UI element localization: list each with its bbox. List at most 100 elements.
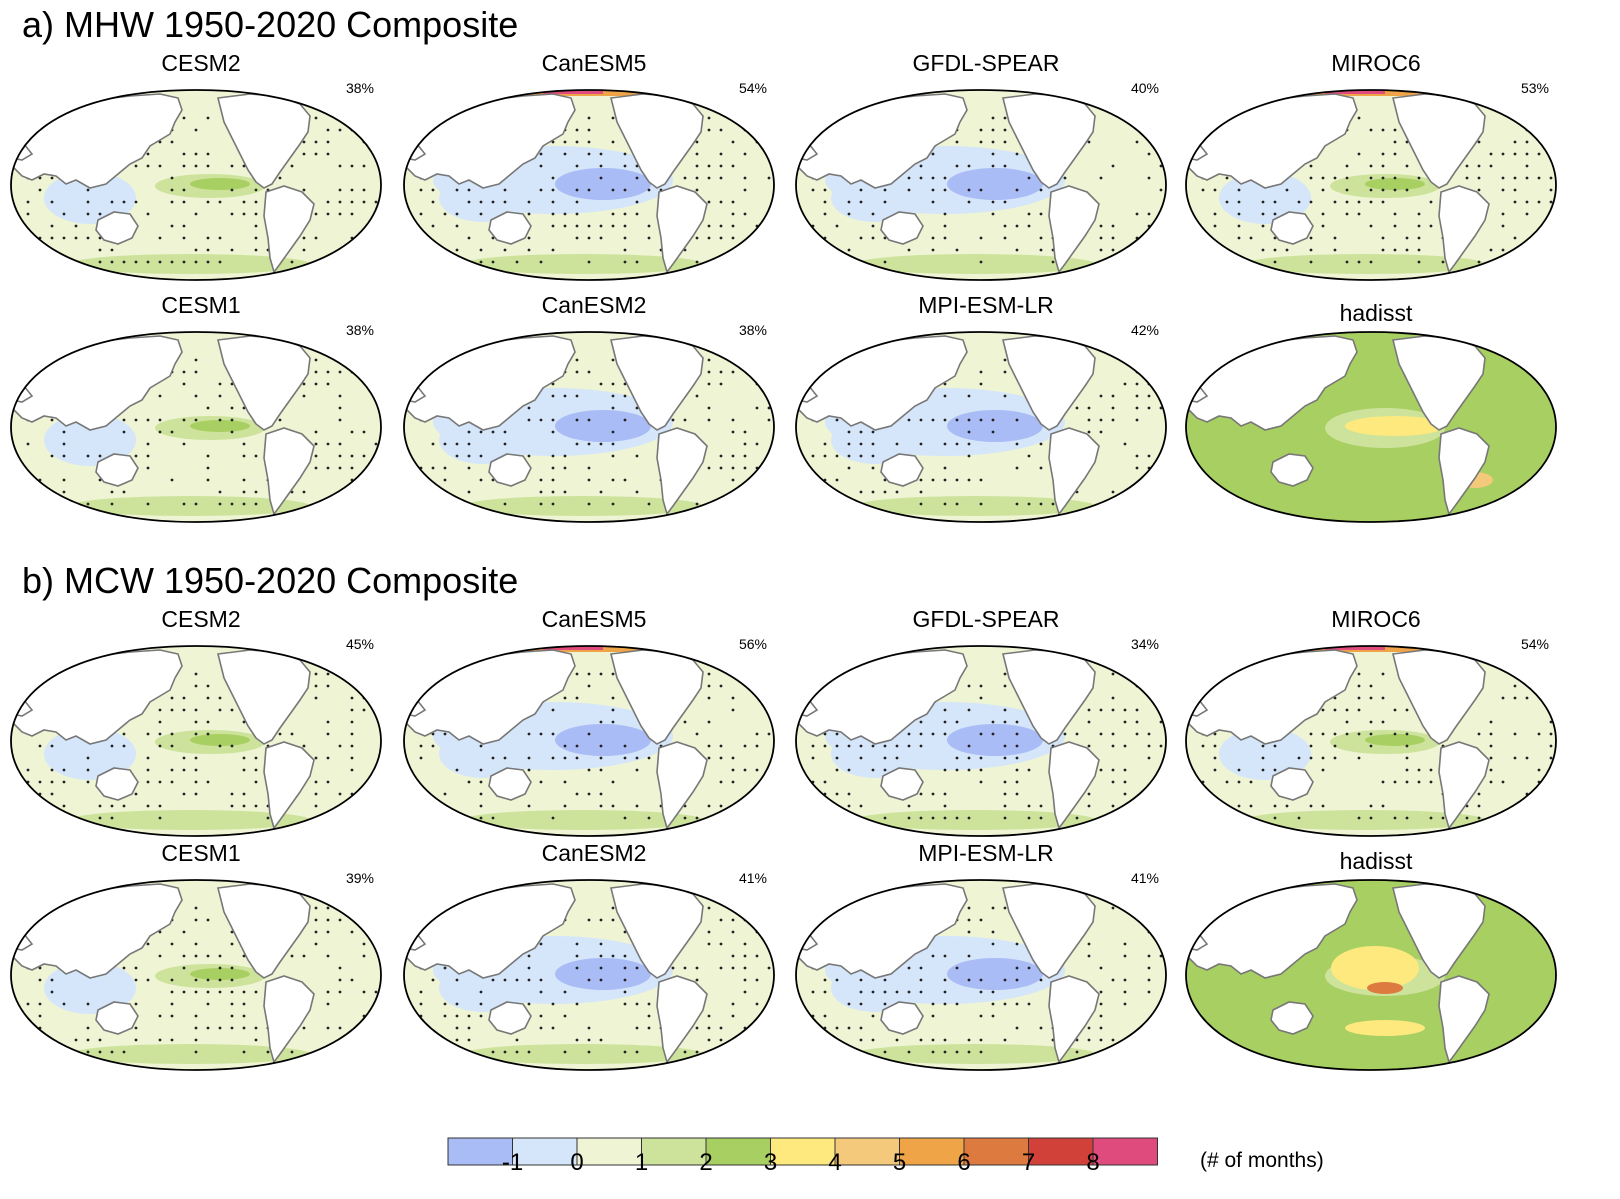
stipple-dot <box>1501 248 1505 252</box>
stipple-dot <box>86 1002 90 1006</box>
stipple-dot <box>527 418 531 422</box>
stipple-dot <box>182 236 186 240</box>
stipple-dot <box>1357 260 1361 264</box>
stipple-dot <box>1537 236 1541 240</box>
stipple-dot <box>122 200 126 204</box>
stipple-dot <box>302 744 306 748</box>
stipple-dot <box>767 966 771 970</box>
stipple-dot <box>731 756 735 760</box>
stipple-dot <box>835 792 839 796</box>
stipple-dot <box>290 732 294 736</box>
stipple-dot <box>38 816 42 820</box>
stipple-dot <box>991 720 995 724</box>
stipple-dot <box>1039 248 1043 252</box>
stipple-dot <box>623 248 627 252</box>
stipple-dot <box>98 1038 102 1042</box>
stipple-dot <box>1441 816 1445 820</box>
stipple-dot <box>1135 708 1139 712</box>
stipple-dot <box>86 1026 90 1030</box>
stipple-dot <box>847 1026 851 1030</box>
stipple-dot <box>919 966 923 970</box>
stipple-dot <box>919 720 923 724</box>
stipple-dot <box>1027 1002 1031 1006</box>
map-panel: MIROC6 54% <box>1185 606 1567 842</box>
stipple-dot <box>967 816 971 820</box>
stipple-dot <box>755 954 759 958</box>
stipple-dot <box>527 1050 531 1054</box>
stipple-dot <box>182 696 186 700</box>
stipple-dot <box>314 918 318 922</box>
stipple-dot <box>1381 696 1385 700</box>
landmass-aus <box>1270 211 1314 245</box>
stipple-dot <box>767 930 771 934</box>
stipple-dot <box>719 128 723 132</box>
stipple-dot <box>158 1038 162 1042</box>
stipple-dot <box>50 200 54 204</box>
stipple-dot <box>611 502 615 506</box>
stipple-dot <box>1159 248 1163 252</box>
stipple-dot <box>847 212 851 216</box>
stipple-dot <box>871 430 875 434</box>
stipple-dot <box>26 816 30 820</box>
stipple-dot <box>755 684 759 688</box>
stipple-dot <box>1039 816 1043 820</box>
stipple-dot <box>991 732 995 736</box>
stipple-dot <box>419 1002 423 1006</box>
stipple-dot <box>1381 164 1385 168</box>
stipple-dot <box>1135 116 1139 120</box>
stipple-dot <box>931 1038 935 1042</box>
stipple-dot <box>1003 224 1007 228</box>
colorbar-swatch <box>447 1137 513 1166</box>
anomaly-region <box>44 728 136 780</box>
stipple-dot <box>1213 744 1217 748</box>
stipple-dot <box>182 116 186 120</box>
stipple-dot <box>707 942 711 946</box>
stipple-dot <box>1099 1026 1103 1030</box>
stipple-dot <box>1003 804 1007 808</box>
stipple-dot <box>767 128 771 132</box>
stipple-dot <box>731 906 735 910</box>
stipple-dot <box>1111 816 1115 820</box>
stipple-dot <box>182 200 186 204</box>
stipple-dot <box>1357 200 1361 204</box>
stipple-dot <box>563 466 567 470</box>
stipple-dot <box>599 224 603 228</box>
world-map <box>795 645 1167 837</box>
stipple-dot <box>919 978 923 982</box>
stipple-dot <box>230 942 234 946</box>
stipple-dot <box>599 382 603 386</box>
stipple-dot <box>1369 684 1373 688</box>
stipple-dot <box>479 816 483 820</box>
stipple-dot <box>362 954 366 958</box>
stipple-dot <box>743 152 747 156</box>
stipple-dot <box>611 804 615 808</box>
stipple-dot <box>254 990 258 994</box>
stipple-dot <box>374 370 378 374</box>
stipple-dot <box>254 1038 258 1042</box>
stipple-dot <box>1465 176 1469 180</box>
stipple-dot <box>719 176 723 180</box>
stipple-dot <box>338 966 342 970</box>
stipple-dot <box>326 684 330 688</box>
stipple-dot <box>194 918 198 922</box>
stipple-dot <box>743 212 747 216</box>
stipple-dot <box>587 140 591 144</box>
stipple-dot <box>338 418 342 422</box>
stipple-dot <box>1405 248 1409 252</box>
stipple-dot <box>479 744 483 748</box>
stipple-dot <box>230 212 234 216</box>
stipple-dot <box>1525 140 1529 144</box>
stipple-dot <box>1201 792 1205 796</box>
stipple-dot <box>823 978 827 982</box>
stipple-dot <box>551 176 555 180</box>
stipple-dot <box>290 260 294 264</box>
stipple-dot <box>362 816 366 820</box>
stipple-dot <box>767 466 771 470</box>
stipple-dot <box>623 260 627 264</box>
landmass-samer <box>656 741 708 830</box>
stipple-dot <box>671 966 675 970</box>
stipple-dot <box>551 224 555 228</box>
stipple-dot <box>158 430 162 434</box>
stipple-dot <box>1213 732 1217 736</box>
anomaly-region <box>947 168 1043 200</box>
